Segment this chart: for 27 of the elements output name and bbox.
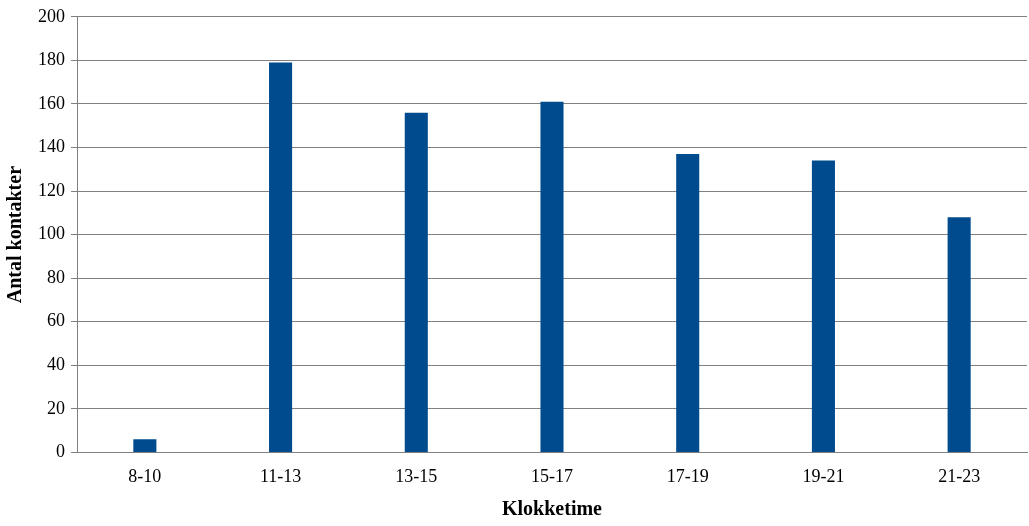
bar (540, 101, 564, 452)
y-tick-label: 200 (38, 5, 65, 26)
y-tick-label: 60 (47, 310, 65, 331)
y-tick-label: 80 (47, 266, 65, 287)
y-tick-label: 160 (38, 92, 65, 113)
x-axis-title: Klokketime (502, 497, 603, 520)
x-tick-label: 13-15 (395, 465, 438, 486)
x-tick-label: 21-23 (938, 465, 981, 486)
x-tick-label: 8-10 (128, 465, 162, 486)
y-tick-label: 140 (38, 136, 65, 157)
x-tick-label: 15-17 (531, 465, 573, 486)
bar (133, 439, 157, 452)
bar (269, 62, 293, 452)
y-tick-label: 0 (56, 441, 65, 462)
y-tick-label: 120 (38, 179, 65, 200)
y-tick-label: 100 (38, 223, 65, 244)
x-tick-label: 19-21 (802, 465, 845, 486)
bar (811, 160, 835, 452)
y-axis-title: Antal kontakter (3, 165, 26, 304)
y-tick-label: 20 (47, 397, 65, 418)
bar (676, 154, 700, 452)
bar (404, 112, 428, 452)
y-tick-label: 180 (38, 49, 65, 70)
bar (947, 217, 971, 452)
x-tick-label: 11-13 (259, 465, 302, 486)
y-tick-label: 40 (47, 354, 65, 375)
x-tick-label: 17-19 (666, 465, 709, 486)
